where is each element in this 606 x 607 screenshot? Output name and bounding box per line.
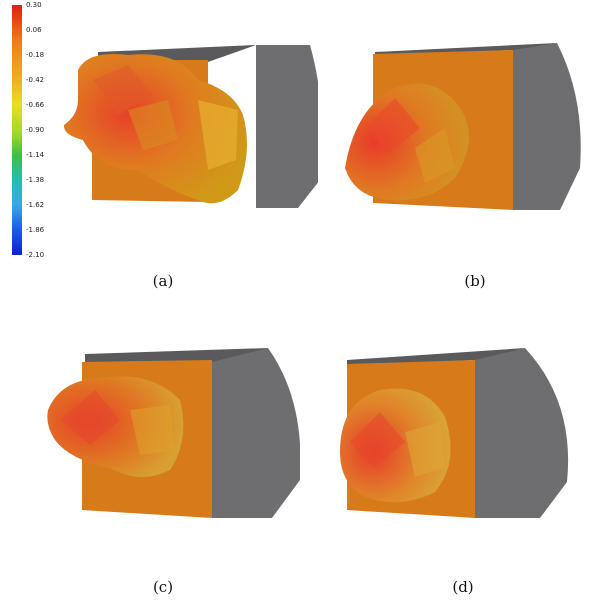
facet [415, 128, 455, 183]
panel-c [40, 340, 300, 540]
facet [93, 65, 153, 115]
colorbar-tick: -1.14 [26, 151, 45, 159]
caption-a: (a) [152, 272, 174, 290]
colorbar-tick: -1.62 [26, 201, 45, 209]
colorbar-tick: -0.18 [26, 51, 45, 59]
colorbar-tick: 0.30 [26, 1, 42, 9]
render-d [340, 348, 569, 518]
colorbar-tick: -0.42 [26, 76, 45, 84]
box-side [513, 43, 581, 210]
render-a [63, 45, 318, 208]
facet [350, 412, 405, 467]
colorbar [12, 5, 22, 255]
facet [60, 390, 120, 445]
facet [198, 100, 238, 170]
box-side [256, 45, 318, 208]
colorbar-tick: -0.90 [26, 126, 45, 134]
render-b [345, 43, 581, 210]
render-c [47, 348, 300, 518]
caption-d: (d) [452, 578, 474, 596]
colorbar-ticks: 0.30 0.06 -0.18 -0.42 -0.66 -0.90 -1.14 … [26, 1, 66, 259]
colorbar-tick: -1.38 [26, 176, 45, 184]
panel-b [335, 38, 595, 238]
caption-b: (b) [464, 272, 486, 290]
facet [130, 405, 175, 455]
caption-c: (c) [152, 578, 174, 596]
box-top [85, 348, 268, 364]
facet [365, 98, 420, 153]
panel-a [58, 40, 318, 240]
box-top [347, 348, 525, 366]
colorbar-tick: -0.66 [26, 101, 45, 109]
box-side [475, 348, 569, 518]
facet [405, 422, 445, 477]
facet [128, 100, 178, 150]
box-side [212, 348, 300, 518]
colorbar-tick: -1.86 [26, 226, 45, 234]
colorbar-tick: 0.06 [26, 26, 42, 34]
panel-d [335, 342, 595, 542]
colorbar-tick: -2.10 [26, 251, 45, 259]
